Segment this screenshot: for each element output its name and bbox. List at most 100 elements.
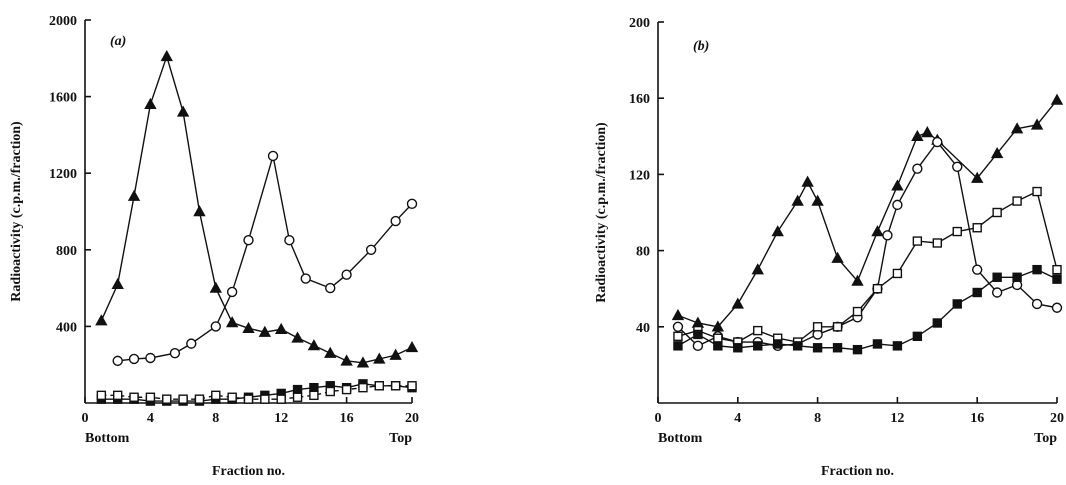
marker [882,230,893,241]
marker [801,175,814,187]
x-tick-label: 8 [212,411,219,426]
marker [1051,302,1063,313]
marker [145,392,156,402]
y-tick-label: 160 [629,92,650,107]
x-tick-label: 8 [814,411,821,426]
marker [176,105,190,117]
marker [991,287,1003,298]
marker [812,322,823,332]
marker [713,333,723,343]
marker [243,394,254,404]
x-tick-label: 12 [890,411,904,426]
y-tick-label: 400 [56,320,77,335]
marker [243,235,254,246]
marker [972,223,982,233]
marker [832,343,843,353]
marker [186,338,197,349]
marker [160,49,173,62]
marker [671,308,685,321]
left-label: Bottom [85,431,130,446]
marker [260,394,270,404]
marker [406,198,418,210]
marker [307,339,321,351]
marker [242,321,255,334]
marker [972,264,983,275]
marker [267,150,279,162]
marker [1030,118,1044,130]
marker [932,318,942,328]
marker [127,189,141,201]
marker [194,394,205,404]
marker [792,341,803,351]
marker [145,352,156,364]
right-label: Top [389,431,412,446]
marker [309,382,319,393]
marker [871,225,884,237]
marker [791,194,804,206]
x-tick-label: 4 [734,411,741,426]
marker [892,341,903,351]
series-line [101,385,412,400]
x-tick-label: 20 [1050,411,1064,426]
y-axis-title: Radioactivity (c.p.m./fraction) [9,121,24,302]
marker [291,331,304,343]
y-tick-label: 2000 [49,14,77,29]
marker [673,331,683,342]
marker [96,390,107,401]
marker [309,390,319,401]
marker [851,274,864,286]
marker [324,346,337,358]
marker [912,163,923,174]
marker [891,179,904,191]
marker [112,355,123,367]
series-line [117,155,413,362]
x-tick-label: 16 [970,411,984,426]
marker [921,126,934,138]
y-tick-label: 1200 [49,167,77,182]
marker [771,225,784,237]
y-tick-label: 1600 [49,91,77,106]
marker [341,269,352,280]
marker [1012,196,1022,206]
marker [972,287,982,298]
y-tick-label: 120 [629,168,650,183]
marker [691,316,705,328]
x-tick-label: 4 [147,411,154,426]
marker [773,339,783,349]
marker [365,244,377,256]
marker [225,316,239,328]
marker [128,353,140,365]
marker [1052,274,1062,284]
marker [753,325,763,336]
x-tick-label: 0 [82,411,89,426]
x-tick-label: 16 [340,411,354,426]
marker [672,321,684,332]
marker [374,381,384,391]
marker [990,147,1004,159]
marker [673,341,683,351]
marker [373,352,386,364]
chart-panel: 400 800 1200 1600 2000 0 4 8 12 16 20 Bottom Top Frac… [9,14,419,479]
marker [952,161,963,172]
marker [692,340,704,352]
marker [932,136,943,148]
marker [276,394,286,404]
marker [358,382,368,393]
marker [872,284,883,294]
marker [211,390,221,401]
marker [292,392,303,402]
marker [992,272,1002,282]
marker [753,341,763,351]
left-label: Bottom [658,431,703,446]
marker [1031,298,1043,310]
y-tick-label: 80 [636,245,650,260]
marker [340,354,353,366]
x-tick-label: 0 [655,411,662,426]
marker [162,394,172,404]
y-tick-label: 40 [636,321,650,336]
marker [912,331,923,342]
marker [1012,272,1022,282]
marker [992,207,1002,218]
marker [210,321,222,332]
